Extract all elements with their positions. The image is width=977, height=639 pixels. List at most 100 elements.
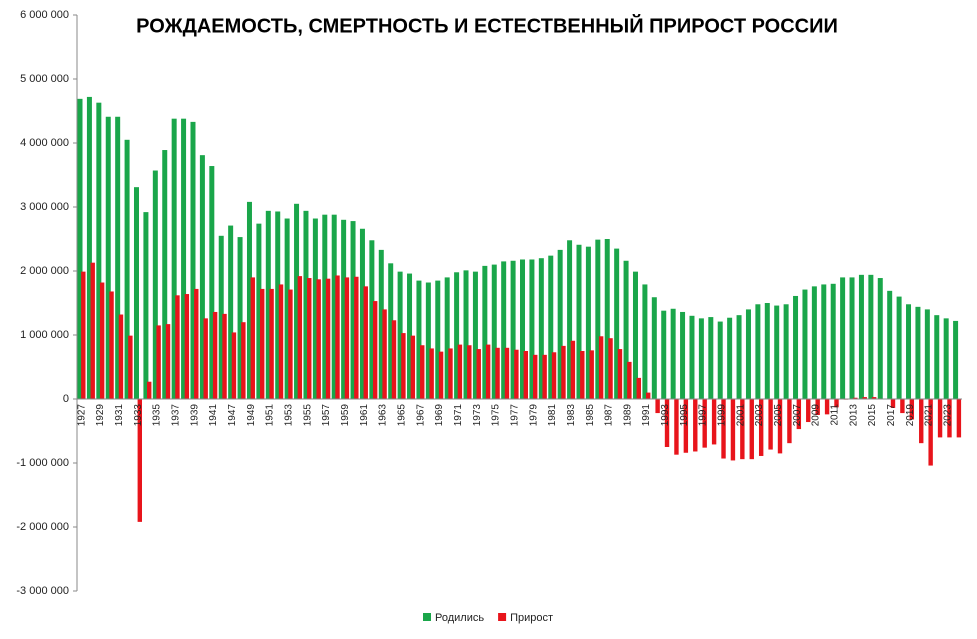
y-tick-label: -1 000 000	[16, 457, 69, 469]
bar	[909, 399, 915, 420]
bar	[551, 352, 557, 399]
bar	[495, 347, 500, 399]
bar	[708, 317, 714, 399]
bar	[693, 399, 698, 452]
x-tick-label: 1989	[622, 404, 633, 427]
bar	[538, 258, 544, 399]
bar	[250, 277, 255, 399]
x-tick-label: 1929	[95, 404, 106, 427]
bar	[448, 348, 453, 399]
bar	[218, 235, 224, 399]
bar	[580, 351, 585, 399]
bar	[721, 399, 726, 459]
bar	[689, 315, 695, 399]
bar	[664, 399, 670, 447]
bar	[680, 311, 686, 399]
bar	[133, 187, 139, 399]
bar	[915, 306, 921, 399]
bar	[369, 240, 375, 399]
bar	[806, 399, 811, 423]
x-tick-label: 1933	[133, 404, 144, 427]
bar	[670, 308, 676, 399]
bar	[655, 399, 660, 414]
x-tick-label: 1957	[321, 404, 332, 427]
bar	[77, 98, 83, 399]
bar	[523, 351, 529, 399]
x-tick-label: 1955	[302, 404, 313, 427]
bar	[246, 201, 252, 399]
bar	[359, 228, 365, 399]
bar	[614, 248, 620, 399]
bar	[802, 289, 808, 399]
bar	[109, 291, 114, 399]
y-tick-label: -2 000 000	[16, 521, 69, 533]
x-tick-label: 1985	[585, 404, 596, 427]
bar	[152, 170, 158, 399]
bar	[943, 318, 949, 399]
bar	[388, 263, 394, 399]
bar	[871, 397, 877, 399]
x-tick-label: 1935	[152, 404, 163, 427]
bar	[674, 399, 679, 455]
bar	[661, 310, 667, 399]
bar	[627, 361, 632, 399]
bar	[510, 260, 516, 399]
bar	[115, 116, 121, 399]
x-tick-label: 1981	[547, 404, 558, 427]
bar	[533, 354, 538, 399]
bar	[476, 349, 481, 399]
bar	[529, 259, 535, 399]
x-tick-label: 1969	[434, 404, 445, 427]
bar	[363, 286, 368, 399]
bar	[350, 221, 356, 399]
bar	[171, 118, 177, 400]
bar	[294, 203, 300, 399]
bar	[269, 288, 274, 399]
bar	[598, 336, 604, 399]
bar	[237, 237, 243, 399]
bar	[322, 214, 328, 399]
bar	[585, 246, 591, 399]
x-tick-label: 2011	[830, 404, 841, 426]
bar	[711, 399, 717, 445]
bar	[849, 277, 855, 399]
bar	[96, 102, 102, 400]
bar	[632, 271, 638, 399]
bar	[382, 309, 387, 399]
bar	[567, 240, 573, 399]
bar	[143, 212, 149, 399]
bar	[924, 309, 930, 399]
bar	[429, 348, 434, 399]
bar	[331, 214, 337, 399]
bar	[278, 284, 284, 399]
bar	[463, 270, 469, 399]
bar	[354, 276, 359, 399]
x-tick-label: 1991	[641, 404, 652, 427]
bar	[749, 399, 754, 460]
y-tick-label: 4 000 000	[20, 137, 69, 149]
bar	[821, 284, 827, 399]
x-tick-label: 1983	[566, 404, 577, 427]
bar	[137, 399, 142, 522]
bar	[222, 313, 227, 399]
bar	[520, 259, 526, 399]
bar	[683, 399, 689, 453]
bar	[796, 399, 802, 430]
x-tick-label: 1961	[359, 404, 370, 427]
bar	[698, 318, 704, 399]
y-tick-label: 5 000 000	[20, 73, 69, 85]
bar	[542, 354, 547, 399]
x-tick-label: 2009	[811, 404, 822, 427]
bar	[777, 399, 783, 454]
x-tick-label: 1963	[378, 404, 389, 427]
bar	[312, 218, 318, 399]
bar	[435, 280, 441, 399]
x-tick-label: 1959	[340, 404, 351, 427]
bar	[325, 278, 331, 399]
bar	[175, 295, 180, 399]
x-tick-label: 1937	[170, 404, 181, 427]
bar	[824, 399, 830, 415]
bar	[758, 399, 764, 456]
bar	[241, 322, 246, 399]
y-tick-label: 2 000 000	[20, 265, 69, 277]
